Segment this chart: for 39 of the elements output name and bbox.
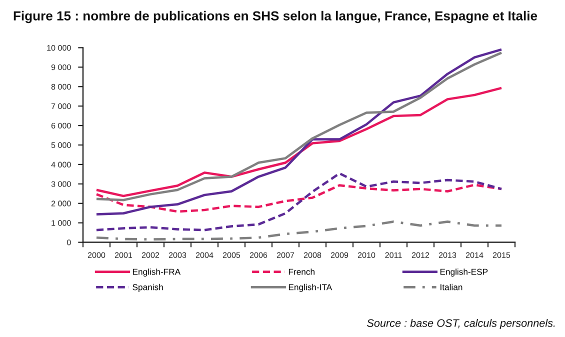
y-tick-label: 2 000	[51, 200, 71, 206]
legend-label: Spanish	[132, 284, 163, 292]
x-tick-label: 2007	[276, 252, 294, 258]
source-note: Source : base OST, calculs personnels.	[367, 318, 555, 330]
x-tick-label: 2003	[168, 252, 186, 258]
y-tick-label: 5 000	[51, 142, 71, 148]
y-tick-label: 7 000	[51, 103, 71, 110]
y-tick-label: 1 000	[52, 220, 71, 226]
y-tick-label: 0	[67, 240, 71, 246]
y-tick-label: 8 000	[51, 84, 71, 90]
x-tick-label: 2000	[88, 252, 106, 258]
y-tick-label: 4 000	[51, 162, 71, 168]
legend-label: French	[288, 268, 314, 275]
legend-label: English-FRA	[132, 268, 181, 277]
x-tick-label: 2008	[304, 252, 322, 258]
line-series	[95, 86, 503, 198]
x-tick-label: 2012	[412, 252, 430, 258]
legend-label: Italian	[440, 284, 462, 290]
y-tick-label: 9 000	[51, 64, 71, 70]
x-tick-label: 2014	[466, 252, 484, 258]
x-tick-label: 2005	[222, 252, 240, 258]
line-series	[95, 220, 503, 241]
x-tick-label: 2002	[142, 252, 160, 258]
line-series	[95, 172, 503, 232]
y-tick-label: 3 000	[51, 181, 71, 187]
line-series	[95, 184, 503, 213]
x-tick-label: 2010	[358, 252, 376, 258]
x-tick-label: 2004	[196, 252, 214, 258]
y-tick-label: 10 000	[47, 44, 71, 51]
x-tick-label: 2009	[330, 252, 348, 258]
legend-label: English-ESP	[440, 268, 488, 277]
legend-label: English-ITA	[288, 284, 332, 292]
y-tick-label: 6 000	[51, 122, 71, 129]
x-tick-label: 2013	[438, 252, 456, 258]
x-tick-label: 2006	[250, 252, 268, 258]
x-tick-label: 2001	[114, 252, 132, 258]
x-tick-label: 2015	[492, 252, 510, 258]
chart-title: Figure 15 : nombre de publications en SHS selon la langue, France, Espagne et Italie	[14, 10, 538, 24]
x-tick-label: 2011	[385, 252, 402, 258]
